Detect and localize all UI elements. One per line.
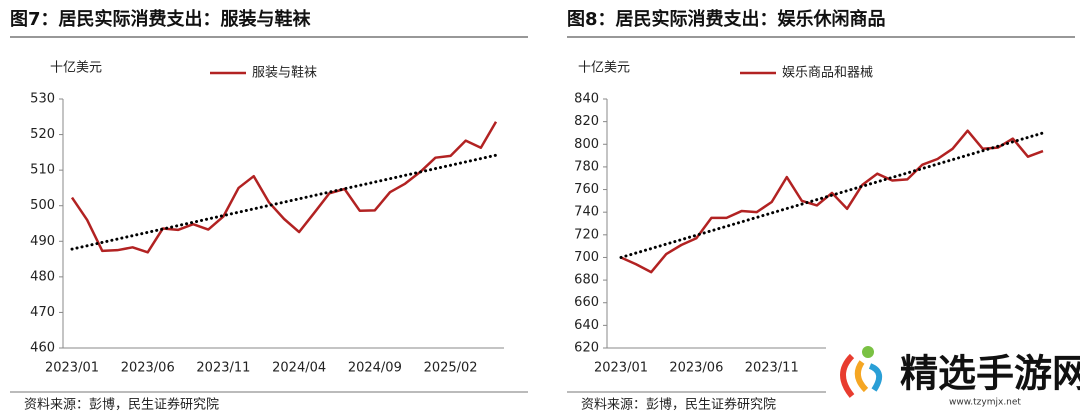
y-axis-label: 十亿美元: [578, 61, 630, 76]
data-line: [620, 129, 1044, 274]
logo-dot: [862, 346, 874, 358]
x-tick-label: 2024/04: [272, 361, 326, 376]
y-tick-label: 460: [30, 341, 55, 356]
y-tick-label: 640: [574, 318, 599, 333]
x-tick-label: 2023/01: [45, 361, 99, 376]
y-tick-label: 780: [574, 159, 599, 174]
trend-line: [70, 153, 498, 251]
watermark-url: www.tzymjx.net: [949, 398, 1021, 408]
y-tick-label: 660: [574, 295, 599, 310]
x-tick-label: 2023/11: [196, 361, 250, 376]
trend-line: [619, 131, 1045, 259]
x-tick-label: 2025/02: [424, 361, 478, 376]
chart-title: 图8：居民实际消费支出：娱乐休闲商品: [567, 8, 886, 30]
y-tick-label: 520: [30, 127, 55, 142]
chart-title: 图7：居民实际消费支出：服装与鞋袜: [10, 8, 311, 30]
logo-swirl: [840, 353, 855, 398]
x-tick-label: 2023/11: [745, 361, 799, 376]
x-tick-label: 2023/06: [121, 361, 175, 376]
watermark-title: 精选手游网: [900, 352, 1080, 396]
legend-label: 娱乐商品和器械: [782, 66, 873, 81]
watermark: 精选手游网 www.tzymjx.net: [826, 338, 1080, 410]
y-tick-label: 470: [30, 305, 55, 320]
y-tick-label: 530: [30, 92, 55, 107]
source: 资料来源：彭博，民生证券研究院: [581, 397, 776, 413]
y-axis-label: 十亿美元: [50, 61, 102, 76]
x-tick-label: 2023/06: [669, 361, 723, 376]
y-tick-label: 820: [574, 114, 599, 129]
x-tick-label: 2023/01: [594, 361, 648, 376]
y-tick-label: 500: [30, 198, 55, 213]
y-tick-label: 840: [574, 92, 599, 107]
y-tick-label: 760: [574, 182, 599, 197]
y-tick-label: 490: [30, 234, 55, 249]
logo-swirl: [868, 363, 883, 392]
source: 资料来源：彭博，民生证券研究院: [24, 397, 219, 413]
y-tick-label: 680: [574, 273, 599, 288]
y-tick-label: 700: [574, 250, 599, 265]
y-tick-label: 800: [574, 137, 599, 152]
x-tick-label: 2024/09: [348, 361, 402, 376]
y-tick-label: 720: [574, 227, 599, 242]
data-line: [70, 121, 498, 254]
logo-swirl: [854, 360, 869, 393]
y-tick-label: 480: [30, 269, 55, 284]
y-tick-label: 740: [574, 205, 599, 220]
y-tick-label: 510: [30, 163, 55, 178]
y-tick-label: 620: [574, 341, 599, 356]
legend-label: 服装与鞋袜: [252, 65, 317, 81]
